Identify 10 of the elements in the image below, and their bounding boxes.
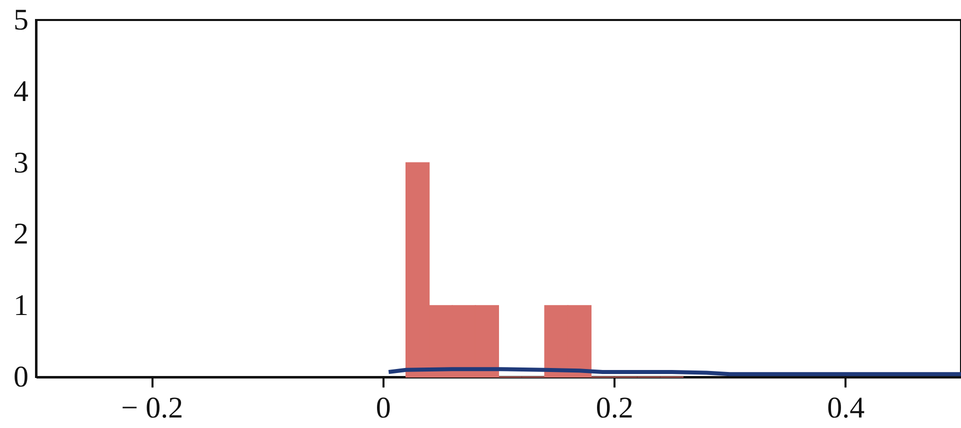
x-tick-label: 0 bbox=[376, 392, 391, 424]
x-tick-label: 0.2 bbox=[596, 392, 634, 424]
y-tick-label: 3 bbox=[14, 146, 28, 180]
y-tick-label: 4 bbox=[14, 74, 28, 108]
y-tick-label: 1 bbox=[14, 289, 28, 322]
x-tick-label: − 0.2 bbox=[121, 392, 184, 424]
x-tick-label: 0.4 bbox=[827, 392, 865, 424]
y-tick-label: 5 bbox=[14, 4, 28, 36]
y-tick-label: 0 bbox=[14, 360, 28, 394]
y-tick-label: 2 bbox=[14, 218, 28, 251]
